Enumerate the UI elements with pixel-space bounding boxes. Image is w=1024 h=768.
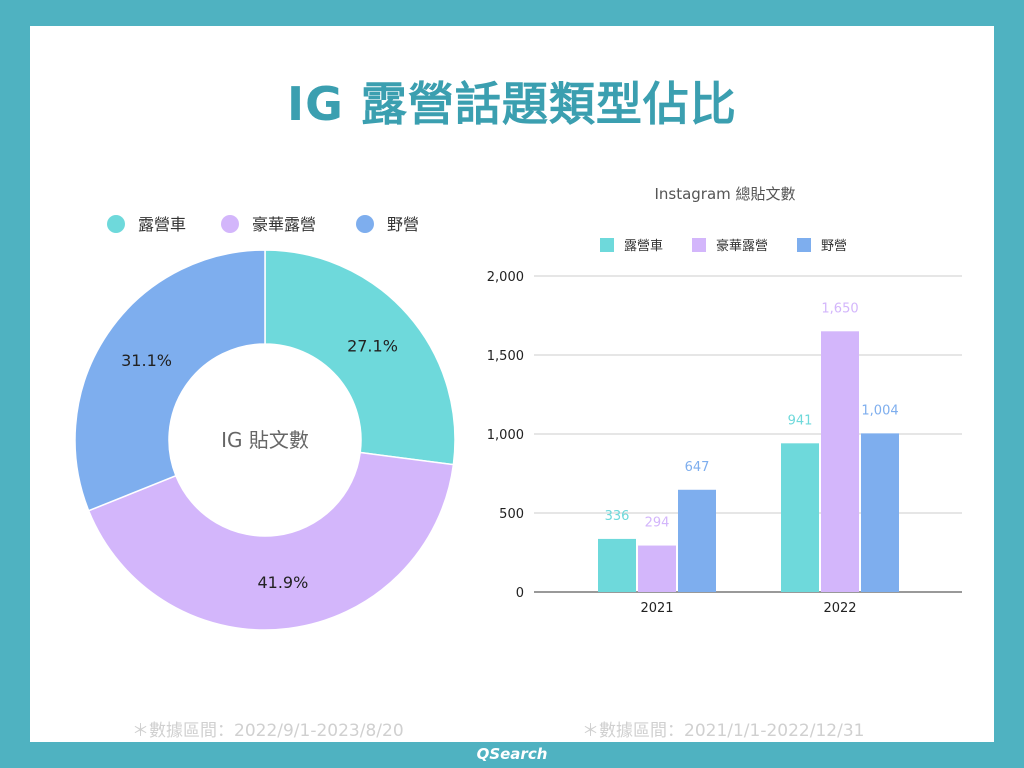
legend-marker xyxy=(107,215,125,233)
donut-slice-1 xyxy=(264,249,456,466)
legend-label: 露營車 xyxy=(138,215,186,234)
donut-legend: 露營車 豪華露營 野營 xyxy=(107,215,419,234)
legend-label: 豪華露營 xyxy=(716,238,768,254)
legend-marker xyxy=(692,238,706,252)
bar xyxy=(638,545,676,592)
brand-logo: QSearch xyxy=(476,745,548,763)
bar xyxy=(861,433,899,592)
donut-center-label: IG 貼文數 xyxy=(221,428,309,452)
y-tick-label: 2,000 xyxy=(487,270,524,285)
bar-series: 336 294 647 941 1,650 1,004 xyxy=(598,301,899,592)
donut-slice-2 xyxy=(87,451,455,631)
right-date-range-note: ＊數據區間：2021/1/1-2022/12/31 xyxy=(582,721,865,741)
bar xyxy=(678,489,716,592)
donut-slice-label: 31.1% xyxy=(121,351,172,370)
legend-label: 露營車 xyxy=(624,239,663,254)
donut-slice-label: 41.9% xyxy=(257,573,308,592)
bar-value-label: 1,650 xyxy=(821,301,858,316)
y-tick-label: 0 xyxy=(516,586,524,601)
x-tick-label: 2021 xyxy=(640,601,673,616)
bar xyxy=(598,538,636,592)
bar-value-label: 941 xyxy=(788,413,813,428)
bar-chart-title: Instagram 總貼文數 xyxy=(654,185,795,203)
bar-value-label: 294 xyxy=(645,516,670,531)
legend-label: 豪華露營 xyxy=(252,215,316,234)
bar-value-label: 336 xyxy=(605,509,630,524)
bar xyxy=(781,443,819,592)
legend-label: 野營 xyxy=(387,215,419,234)
y-tick-label: 1,500 xyxy=(487,349,524,364)
legend-label: 野營 xyxy=(821,239,847,254)
bar-legend: 露營車 豪華露營 野營 xyxy=(600,238,847,254)
donut-slice-label: 27.1% xyxy=(347,337,398,356)
left-date-range-note: ＊數據區間：2022/9/1-2023/8/20 xyxy=(132,721,404,741)
bar-x-axis: 2021 2022 xyxy=(640,601,856,616)
bar-value-label: 1,004 xyxy=(861,403,898,418)
legend-marker xyxy=(221,215,239,233)
legend-marker xyxy=(797,238,811,252)
y-tick-label: 500 xyxy=(499,507,524,522)
bar xyxy=(821,331,859,592)
legend-marker xyxy=(356,215,374,233)
x-tick-label: 2022 xyxy=(823,601,856,616)
legend-marker xyxy=(600,238,614,252)
donut-slice-3 xyxy=(74,249,266,512)
donut-chart: 27.1% 41.9% 31.1% IG 貼文數 xyxy=(74,249,456,631)
y-tick-label: 1,000 xyxy=(487,428,524,443)
bar-value-label: 647 xyxy=(685,460,710,475)
page-title: IG 露營話題類型佔比 xyxy=(287,77,737,131)
